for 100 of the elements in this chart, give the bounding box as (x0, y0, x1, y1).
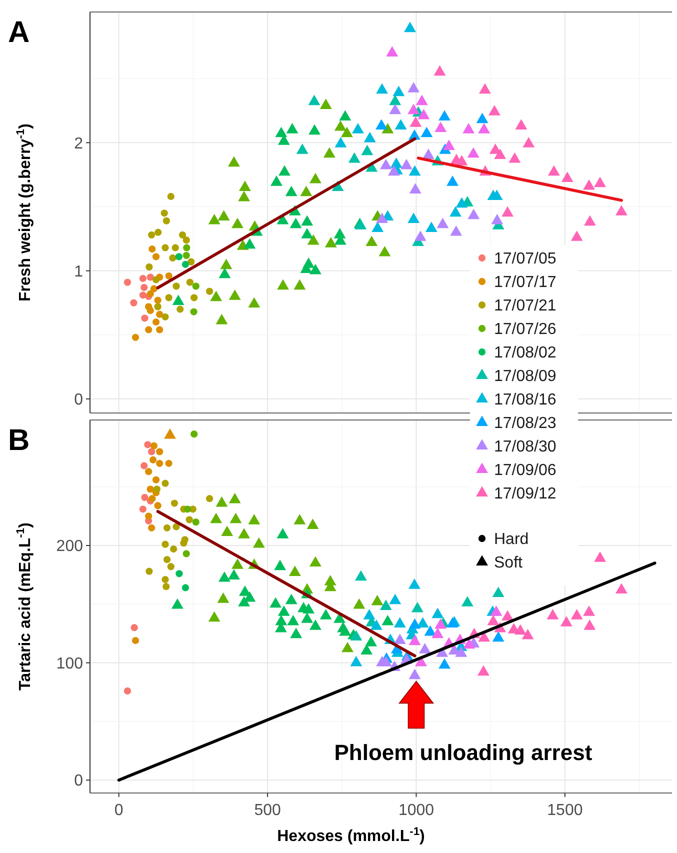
point (154, 303, 162, 310)
point (488, 105, 500, 116)
point (450, 206, 462, 217)
point (348, 152, 360, 163)
point (361, 144, 374, 156)
point (376, 212, 388, 223)
point (218, 210, 230, 220)
legend-label: 17/08/23 (494, 415, 556, 432)
point (286, 122, 298, 134)
point (389, 104, 402, 114)
point (388, 165, 400, 176)
point (389, 94, 402, 106)
legend-label: 17/07/21 (494, 298, 556, 315)
point (178, 231, 186, 238)
y-tick-label: 0 (74, 392, 84, 409)
point (594, 176, 606, 188)
x-tick-label: 500 (254, 802, 281, 819)
point (244, 238, 256, 249)
point (410, 116, 422, 127)
point (502, 206, 514, 217)
point (175, 253, 182, 260)
chart-title: A (8, 16, 30, 49)
point (165, 294, 172, 302)
point (308, 124, 321, 135)
point (139, 274, 147, 282)
point (372, 222, 384, 232)
point (508, 152, 521, 163)
point (277, 279, 289, 290)
x-tick-label: 1000 (398, 802, 434, 819)
point (434, 65, 446, 76)
point (285, 186, 298, 196)
point (172, 244, 179, 252)
point (382, 122, 394, 134)
point (462, 122, 475, 134)
point (124, 278, 132, 286)
point (172, 282, 180, 290)
point (218, 268, 231, 278)
point (584, 215, 596, 226)
point (309, 172, 322, 184)
point (376, 83, 388, 94)
point (320, 98, 332, 109)
point (162, 313, 169, 320)
point (278, 165, 290, 176)
point (522, 137, 535, 148)
point (468, 208, 480, 220)
point (156, 310, 164, 318)
point (380, 158, 392, 170)
point (416, 94, 428, 106)
point (186, 278, 194, 286)
point (334, 137, 347, 148)
y-tick-label: 100 (56, 655, 84, 672)
point (152, 253, 160, 260)
point (139, 292, 147, 299)
point (165, 272, 172, 280)
point (392, 86, 405, 96)
point (394, 119, 407, 130)
point (494, 148, 506, 159)
point (154, 228, 162, 236)
legend-label: 17/07/05 (494, 250, 556, 268)
point (294, 279, 306, 290)
point (340, 126, 353, 138)
point (190, 294, 198, 302)
point (450, 225, 462, 236)
point (378, 246, 391, 256)
point (192, 282, 200, 290)
point (615, 204, 628, 216)
point (146, 274, 154, 281)
point (162, 244, 169, 252)
annotation: Phloem unloading arrest (334, 740, 593, 766)
point (404, 22, 416, 32)
point (130, 299, 138, 306)
legend-label: Soft (494, 554, 524, 572)
point (296, 143, 308, 154)
y-tick-label: 0 (74, 772, 84, 790)
point (442, 140, 455, 150)
legend-label: 17/09/06 (494, 462, 556, 480)
point (400, 158, 412, 170)
point (182, 236, 190, 244)
point (145, 326, 152, 334)
point (561, 172, 574, 182)
point (324, 236, 337, 248)
chart-title: B (8, 424, 30, 457)
point (339, 110, 352, 121)
point (169, 254, 176, 262)
point (422, 148, 434, 159)
y-tick-label: 2 (74, 135, 84, 152)
point (150, 285, 158, 292)
point (491, 214, 504, 224)
point (300, 186, 312, 196)
point (301, 215, 314, 226)
x-axis-title: Hexoses (mmol.L$^{-1}$) (277, 826, 425, 845)
point (467, 147, 480, 158)
legend-label: 17/08/16 (494, 392, 556, 409)
point (408, 82, 420, 92)
point (156, 326, 164, 334)
point (364, 132, 376, 142)
point (307, 234, 320, 245)
point (167, 192, 174, 200)
point (220, 258, 232, 270)
point (420, 126, 433, 138)
